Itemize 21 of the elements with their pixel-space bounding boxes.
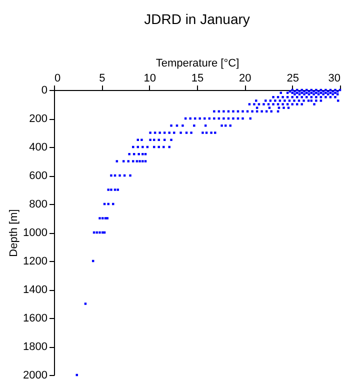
y-tick-label: 800 [29, 198, 48, 210]
x-tick-label: 15 [191, 72, 204, 84]
y-axis-title: Depth [m] [8, 209, 20, 257]
y-tick-label: 2000 [23, 370, 48, 382]
x-tick-label: 30 [328, 72, 340, 84]
y-tick-label: 1800 [23, 341, 48, 353]
chart-title: JDRD in January [144, 11, 250, 27]
x-tick-label: 10 [144, 72, 156, 84]
y-tick-label: 1400 [23, 284, 48, 296]
y-tick-label: 200 [29, 113, 48, 125]
x-tick-label: 25 [286, 72, 299, 84]
x-axis-title: Temperature [°C] [156, 58, 240, 70]
x-tick-label: 0 [54, 72, 61, 84]
y-tick-label: 1000 [23, 227, 48, 239]
y-tick-label: 1600 [23, 312, 48, 324]
y-tick-label: 600 [29, 170, 48, 182]
y-tick-label: 1200 [23, 256, 48, 268]
y-tick-label: 400 [29, 142, 48, 154]
y-tick-label: 0 [41, 84, 48, 96]
x-tick-label: 20 [239, 72, 252, 84]
x-tick-label: 5 [99, 72, 106, 84]
